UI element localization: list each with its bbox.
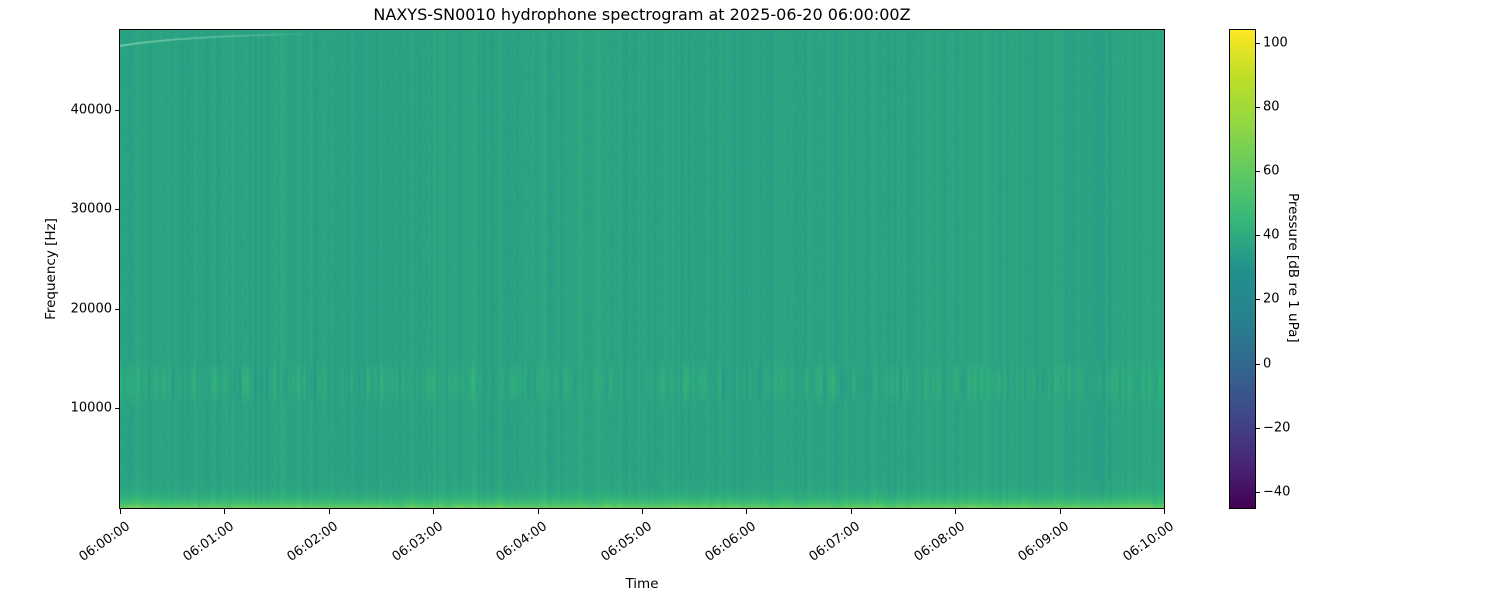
x-tick-label: 06:03:00 (389, 519, 446, 565)
colorbar-tick-mark (1256, 42, 1260, 44)
x-tick-mark (850, 509, 852, 514)
x-tick-mark (955, 509, 957, 514)
x-tick-mark (224, 509, 226, 514)
colorbar-tick-mark (1256, 106, 1260, 108)
x-tick-mark (120, 509, 121, 514)
colorbar-tick-label: 0 (1263, 356, 1272, 372)
spectrogram-heatmap (120, 30, 1164, 508)
colorbar-tick-label: −40 (1263, 484, 1291, 500)
y-tick-label: 10000 (70, 400, 112, 416)
x-tick-label: 06:01:00 (180, 519, 237, 565)
colorbar (1229, 29, 1256, 509)
y-tick-label: 40000 (70, 102, 112, 118)
y-tick-label: 20000 (70, 301, 112, 317)
colorbar-tick-mark (1256, 427, 1260, 429)
y-tick-mark (115, 109, 120, 111)
colorbar-tick-label: 60 (1263, 163, 1280, 179)
x-tick-label: 06:04:00 (493, 519, 551, 565)
y-tick-label: 30000 (70, 201, 112, 217)
x-tick-label: 06:05:00 (598, 519, 655, 565)
colorbar-tick-label: 20 (1263, 291, 1280, 307)
x-tick-label: 06:09:00 (1015, 519, 1073, 565)
x-tick-mark (1059, 509, 1061, 514)
colorbar-tick-mark (1256, 235, 1260, 237)
colorbar-gradient (1230, 30, 1255, 508)
x-tick-mark (433, 509, 435, 514)
x-tick-label: 06:08:00 (911, 519, 968, 565)
x-tick-mark (537, 509, 539, 514)
y-tick-mark (115, 209, 120, 211)
chart-title: NAXYS-SN0010 hydrophone spectrogram at 2… (373, 5, 911, 24)
x-tick-label: 06:10:00 (1120, 519, 1177, 565)
colorbar-tick-label: −20 (1263, 420, 1291, 436)
colorbar-tick-label: 40 (1263, 227, 1280, 243)
colorbar-tick-mark (1256, 299, 1260, 301)
x-tick-mark (328, 509, 330, 514)
x-tick-mark (746, 509, 748, 514)
colorbar-tick-label: 100 (1263, 35, 1288, 51)
plot-area (119, 29, 1165, 509)
x-axis-label: Time (625, 576, 659, 592)
x-tick-label: 06:02:00 (284, 519, 342, 565)
y-tick-mark (115, 408, 120, 410)
colorbar-tick-mark (1256, 171, 1260, 173)
colorbar-tick-mark (1256, 363, 1260, 365)
x-tick-label: 06:06:00 (702, 519, 759, 565)
x-tick-mark (642, 509, 643, 514)
x-tick-mark (1164, 509, 1165, 514)
x-tick-label: 06:07:00 (806, 519, 864, 565)
colorbar-label: Pressure [dB re 1 uPa] (1285, 193, 1301, 343)
x-tick-label: 06:00:00 (76, 519, 133, 565)
y-tick-mark (115, 308, 120, 310)
colorbar-tick-mark (1256, 491, 1260, 493)
colorbar-tick-label: 80 (1263, 99, 1280, 115)
